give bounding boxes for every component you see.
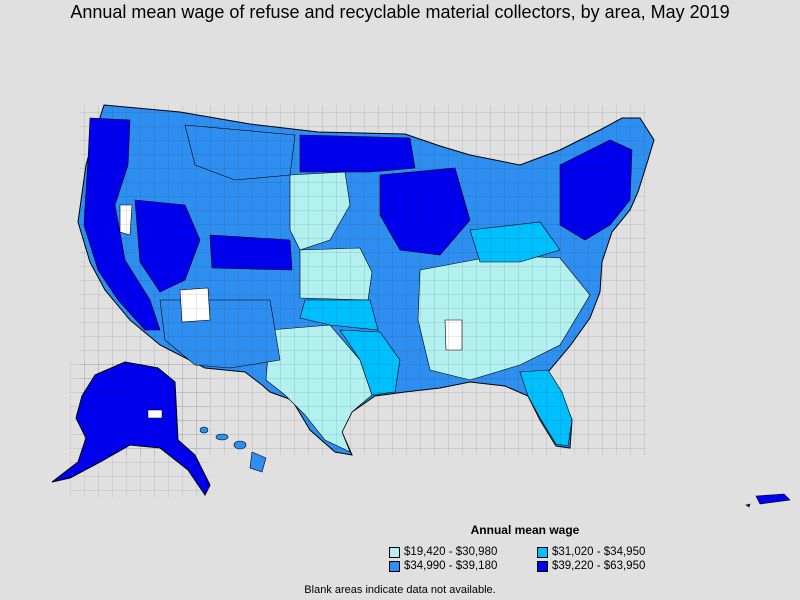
alaska-outline [51,361,211,496]
legend-item-4: $39,220 - $63,950 [537,560,685,572]
legend-label-2: $31,020 - $34,950 [552,546,646,558]
legend-label-3: $34,990 - $39,180 [404,560,498,572]
legend-swatch-4 [537,560,548,572]
no-data-ms [444,319,463,351]
map-title: Annual mean wage of refuse and recyclabl… [70,2,730,22]
no-data-wy [119,204,133,236]
legend-item-3: $34,990 - $39,180 [389,560,537,572]
footnote: Blank areas indicate data not available. [304,584,496,596]
legend-title: Annual mean wage [470,523,580,537]
hawaii [199,426,267,473]
legend: $19,420 - $30,980 $31,020 - $34,950 $34,… [389,546,685,572]
legend-item-1: $19,420 - $30,980 [389,546,537,558]
legend-label-4: $39,220 - $63,950 [552,560,646,572]
region-north-dakota-mn [299,134,416,173]
puerto-rico [745,493,791,508]
legend-swatch-3 [389,560,400,572]
legend-item-2: $31,020 - $34,950 [537,546,685,558]
region-kansas [299,247,373,301]
legend-swatch-1 [389,546,400,558]
alaska [51,361,211,497]
legend-label-1: $19,420 - $30,980 [404,546,498,558]
no-data-nm [179,287,211,323]
region-colorado [209,234,293,271]
region-arizona-nm [159,299,281,369]
no-data-alaska [147,409,163,419]
region-florida [519,369,573,447]
region-southeast [417,254,591,381]
legend-swatch-2 [537,546,548,558]
contiguous-us [77,104,655,456]
